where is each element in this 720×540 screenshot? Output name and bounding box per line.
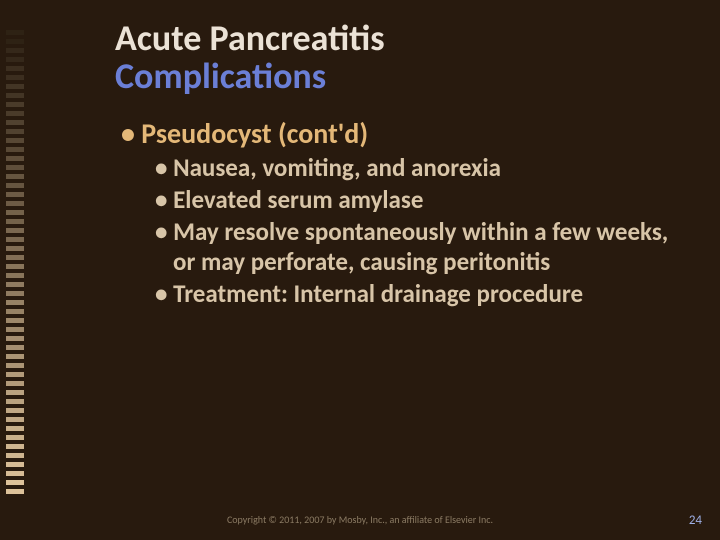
tick-mark (6, 210, 24, 215)
tick-mark (6, 381, 24, 386)
tick-mark (6, 462, 24, 467)
tick-mark (6, 138, 24, 143)
tick-mark (6, 246, 24, 251)
title-line-2: Complications (115, 58, 695, 96)
tick-mark (6, 417, 24, 422)
tick-mark (6, 57, 24, 62)
tick-mark (6, 336, 24, 341)
bullet-l2-item: Elevated serum amylase (155, 185, 695, 215)
tick-mark (6, 255, 24, 260)
tick-mark (6, 327, 24, 332)
decorative-ticks (6, 30, 24, 494)
bullet-l2-item: Nausea, vomiting, and anorexia (155, 153, 695, 183)
copyright-text: Copyright © 2011, 2007 by Mosby, Inc., a… (0, 513, 720, 526)
tick-mark (6, 480, 24, 485)
tick-mark (6, 66, 24, 71)
tick-mark (6, 84, 24, 89)
tick-mark (6, 390, 24, 395)
slide-title: Acute Pancreatitis Complications (115, 20, 695, 96)
tick-mark (6, 408, 24, 413)
tick-mark (6, 48, 24, 53)
tick-mark (6, 147, 24, 152)
tick-mark (6, 435, 24, 440)
tick-mark (6, 453, 24, 458)
tick-mark (6, 192, 24, 197)
page-number: 24 (689, 513, 702, 528)
bullet-list-level1: Pseudocyst (cont'd) Nausea, vomiting, an… (121, 116, 695, 309)
slide-content: Acute Pancreatitis Complications Pseudoc… (115, 20, 695, 313)
tick-mark (6, 237, 24, 242)
title-line-1: Acute Pancreatitis (115, 20, 695, 58)
tick-mark (6, 120, 24, 125)
tick-mark (6, 183, 24, 188)
tick-mark (6, 264, 24, 269)
tick-mark (6, 39, 24, 44)
tick-mark (6, 345, 24, 350)
tick-mark (6, 93, 24, 98)
tick-mark (6, 372, 24, 377)
tick-mark (6, 363, 24, 368)
tick-mark (6, 273, 24, 278)
tick-mark (6, 282, 24, 287)
tick-mark (6, 354, 24, 359)
tick-mark (6, 111, 24, 116)
tick-mark (6, 228, 24, 233)
tick-mark (6, 129, 24, 134)
tick-mark (6, 399, 24, 404)
tick-mark (6, 471, 24, 476)
bullet-l1-item: Pseudocyst (cont'd) Nausea, vomiting, an… (121, 116, 695, 309)
bullet-l2-item: Treatment: Internal drainage procedure (155, 279, 695, 309)
tick-mark (6, 201, 24, 206)
tick-mark (6, 489, 24, 494)
tick-mark (6, 165, 24, 170)
bullet-list-level2: Nausea, vomiting, and anorexia Elevated … (155, 153, 695, 309)
tick-mark (6, 300, 24, 305)
tick-mark (6, 30, 24, 35)
bullet-l1-text: Pseudocyst (cont'd) (141, 116, 368, 151)
bullet-l2-item: May resolve spontaneously within a few w… (155, 217, 695, 277)
tick-mark (6, 174, 24, 179)
tick-mark (6, 219, 24, 224)
tick-mark (6, 291, 24, 296)
tick-mark (6, 309, 24, 314)
tick-mark (6, 102, 24, 107)
tick-mark (6, 75, 24, 80)
tick-mark (6, 318, 24, 323)
tick-mark (6, 156, 24, 161)
tick-mark (6, 444, 24, 449)
tick-mark (6, 426, 24, 431)
